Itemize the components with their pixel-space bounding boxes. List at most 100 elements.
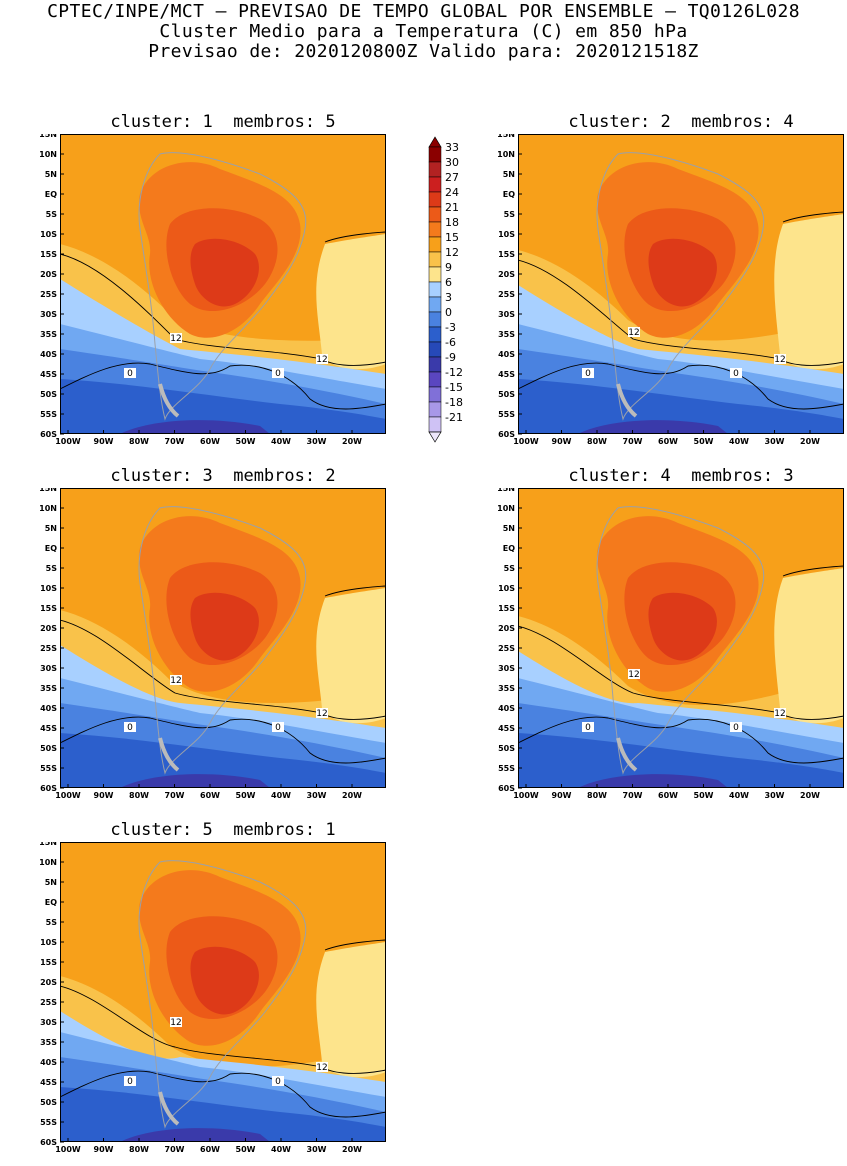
lon-tick-label: 70W [165,1145,185,1154]
colorbar-segment [428,416,442,433]
lon-tick-label: 50W [236,437,256,446]
lat-tick-label: 15S [40,958,57,967]
lon-tick-label: 70W [165,791,185,800]
lat-tick-label: 15S [40,250,57,259]
colorbar-label: -18 [445,396,463,409]
contour-label: 0 [275,1077,281,1087]
lon-tick-label: 100W [55,791,81,800]
lon-tick-label: 20W [342,791,362,800]
map-axes: 15N 10N 5N EQ 5S 10S 15S 20S 25S 30S 35S 40S 45S 50S 5… [497,488,820,800]
lat-tick-label: 25S [40,998,57,1007]
panel-cluster-3: cluster: 3 membros: 2 12 12 0 0 15N 10N 5N EQ 5S… [39,466,386,800]
lat-tick-label: 30S [40,664,57,673]
colorbar-segment [428,221,442,238]
contour-label-12: 12 [774,354,786,365]
lon-tick-label: 20W [342,1145,362,1154]
colorbar-label: 27 [445,171,459,184]
lon-tick-label: 100W [513,437,539,446]
contour-label-0: 0 [582,368,594,379]
contour-label-12: 12 [628,327,640,338]
panel-title: cluster: 2 membros: 4 [568,112,794,132]
lon-tick-label: 20W [800,791,820,800]
colorbar-label: -3 [445,321,456,334]
lon-tick-label: 30W [765,437,785,446]
panel-title: cluster: 1 membros: 5 [110,112,336,132]
lat-tick-label: 55S [40,764,57,773]
lat-tick-label: EQ [503,544,515,553]
lat-tick-label: 40S [498,350,515,359]
map-axes: 15N 10N 5N EQ 5S 10S 15S 20S 25S 30S 35S 40S 45S 50S 5… [39,134,362,446]
lon-tick-label: 60W [200,437,220,446]
lat-tick-label: 55S [498,764,515,773]
lat-tick-label: 20S [40,978,57,987]
colorbar-segment [428,371,442,388]
lon-tick-label: 80W [587,437,607,446]
header-dates: Previsao de: 2020120800Z Valido para: 20… [148,41,699,62]
colorbar-segment [428,176,442,193]
lon-tick-label: 60W [200,791,220,800]
lat-tick-label: 50S [498,744,515,753]
contour-label-0: 0 [124,722,136,733]
contour-label: 12 [316,709,327,719]
lon-tick-label: 70W [165,437,185,446]
lat-tick-label: 25S [40,290,57,299]
lat-tick-label: EQ [45,190,57,199]
lat-tick-label: EQ [45,544,57,553]
lat-tick-label: 20S [40,270,57,279]
map: 12 12 0 0 [518,134,844,434]
lat-tick-label: 35S [40,684,57,693]
contour-label: 0 [127,723,133,733]
colorbar-segment [428,326,442,343]
lon-tick-label: 40W [729,437,749,446]
lon-tick-label: 20W [342,437,362,446]
lon-tick-label: 90W [94,437,114,446]
lon-tick-label: 100W [55,1145,81,1154]
lon-tick-label: 70W [623,791,643,800]
lat-tick-label: 15N [39,842,57,847]
lat-tick-label: EQ [45,898,57,907]
lat-tick-label: 50S [40,744,57,753]
lat-tick-label: 5N [45,878,57,887]
lat-tick-label: 10S [40,938,57,947]
contour-label-12: 12 [170,333,182,344]
contour-label: 0 [127,1077,133,1087]
lat-tick-label: 40S [498,704,515,713]
lon-tick-label: 40W [271,791,291,800]
lon-tick-label: 50W [236,791,256,800]
colorbar-label: 30 [445,156,459,169]
map: 12 12 0 0 [60,842,386,1142]
colorbar-segment [428,251,442,268]
lat-tick-label: 35S [40,1038,57,1047]
colorbar-label: 21 [445,201,459,214]
map-axes: 15N 10N 5N EQ 5S 10S 15S 20S 25S 30S 35S 40S 45S 50S 5… [497,134,820,446]
lon-tick-label: 20W [800,437,820,446]
lon-tick-label: 90W [94,1145,114,1154]
lon-tick-label: 40W [729,791,749,800]
contour-label-12: 12 [316,354,328,365]
lat-tick-label: 20S [40,624,57,633]
lon-tick-label: 90W [94,791,114,800]
lat-tick-label: 10N [39,858,57,867]
lon-tick-label: 100W [513,791,539,800]
lon-tick-label: 90W [552,791,572,800]
map-axes: 15N 10N 5N EQ 5S 10S 15S 20S 25S 30S 35S 40S 45S 50S 5… [39,488,362,800]
colorbar-segment [428,341,442,358]
panel-title: cluster: 3 membros: 2 [110,466,336,486]
contour-label: 12 [628,670,639,680]
lon-tick-label: 90W [552,437,572,446]
colorbar-label: 9 [445,261,452,274]
contour-label-0: 0 [730,368,742,379]
colorbar-segment [428,266,442,283]
contour-label-0: 0 [582,722,594,733]
colorbar-segment [428,161,442,178]
panel-cluster-1: cluster: 1 membros: 5 12 12 0 0 15N 10N 5N EQ 5S… [39,112,386,446]
contour-label-0: 0 [272,368,284,379]
lat-tick-label: 15N [497,134,515,139]
lat-tick-label: 25S [498,644,515,653]
lon-tick-label: 50W [694,791,714,800]
contour-label: 12 [774,709,785,719]
colorbar-bottom-arrow [428,431,442,443]
lat-tick-label: 15N [39,134,57,139]
lat-tick-label: 60S [498,430,515,439]
